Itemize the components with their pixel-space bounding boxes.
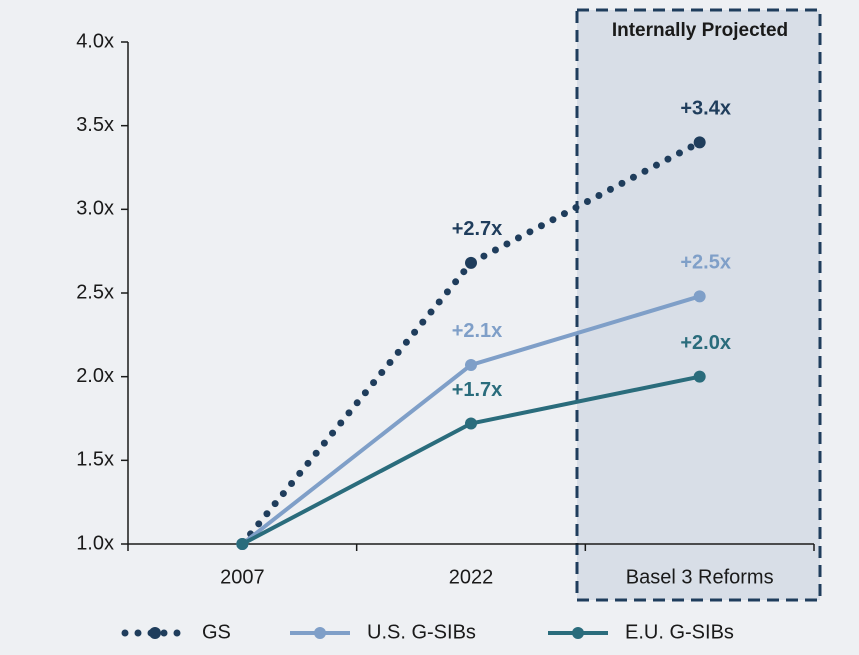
data-label: +2.5x [680,252,731,274]
legend-marker [149,627,161,639]
y-tick-label: 1.0x [76,532,114,554]
data-label: +3.4x [680,98,731,120]
projection-box [575,8,822,602]
data-label: +2.1x [452,320,503,342]
data-label: +2.0x [680,332,731,354]
legend-marker [314,627,326,639]
y-tick-label: 4.0x [76,30,114,52]
y-tick-label: 2.5x [76,281,114,303]
x-tick-label: 2022 [449,566,494,588]
data-point [693,370,706,383]
data-point [236,538,249,550]
data-label: +1.7x [452,379,503,401]
y-tick-label: 3.0x [76,198,114,220]
data-point [465,256,477,269]
legend-label: GS [202,621,231,643]
legend-label: U.S. G-SIBs [367,621,476,643]
y-tick-label: 3.5x [76,114,114,136]
y-tick-label: 2.0x [76,365,114,387]
data-point [465,417,477,430]
annotation: Internally Projected [611,20,789,41]
legend-label: E.U. G-SIBs [625,621,734,643]
data-point [465,358,477,371]
data-point [693,290,706,303]
legend-marker [572,627,584,639]
x-tick-label: Basel 3 Reforms [626,566,774,588]
data-label: +2.7x [452,218,503,240]
x-tick-label: 2007 [220,566,265,588]
data-point [693,136,706,149]
y-tick-label: 1.5x [76,449,114,471]
